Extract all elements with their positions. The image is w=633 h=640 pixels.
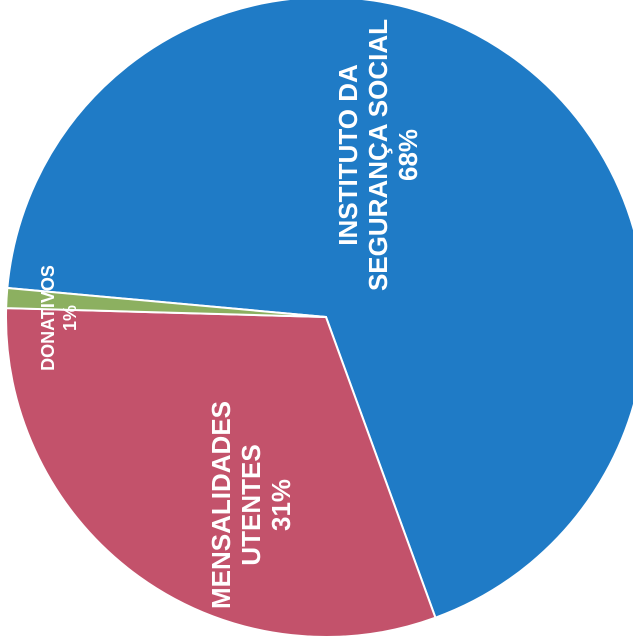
pie-label-percent: 1%	[60, 305, 80, 331]
pie-slice-0	[6, 0, 633, 619]
pie-label-text: DONATIVOS	[38, 265, 58, 371]
pie-label-text: SEGURANÇA SOCIAL	[363, 19, 393, 291]
pie-label-1: MENSALIDADES UTENTES 31%	[206, 401, 296, 609]
pie-slice-1	[5, 307, 437, 638]
pie-label-0: INSTITUTO DA SEGURANÇA SOCIAL 68%	[333, 19, 423, 291]
pie-slice-2	[5, 286, 327, 318]
pie-slices	[5, 0, 633, 638]
pie-label-2: DONATIVOS 1%	[38, 265, 80, 371]
pie-label-text: UTENTES	[236, 444, 266, 565]
pie-label-percent: 68%	[393, 129, 423, 181]
pie-label-text: INSTITUTO DA	[333, 64, 363, 246]
pie-label-text: MENSALIDADES	[206, 401, 236, 609]
pie-labels: INSTITUTO DA SEGURANÇA SOCIAL 68% MENSALIDA…	[38, 19, 423, 609]
pie-label-percent: 31%	[266, 479, 296, 531]
